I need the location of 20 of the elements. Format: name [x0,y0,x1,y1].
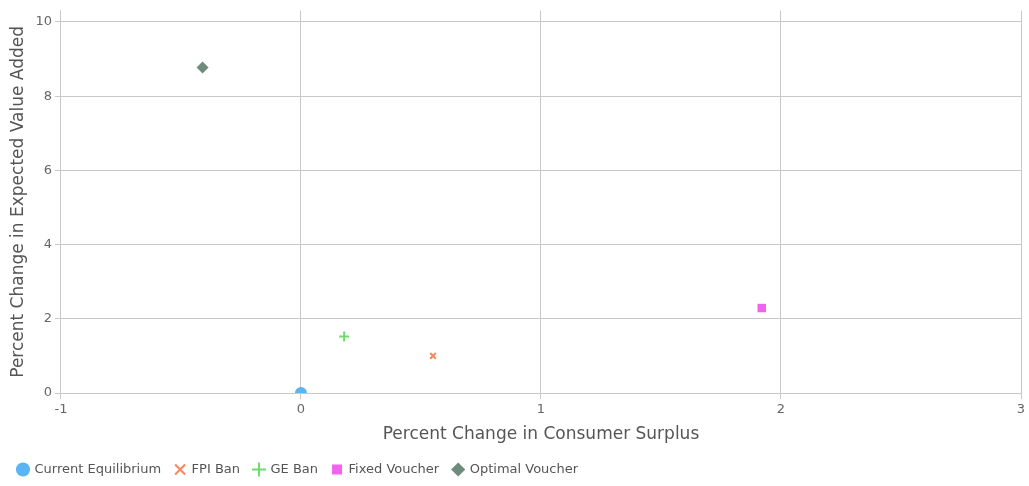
point [196,61,209,74]
legend-label: Optimal Voucher [469,460,579,476]
legend-label: GE Ban [270,460,319,476]
y-tick-label: 2 [43,310,52,326]
y-tick-label: 6 [43,161,52,177]
y-tick-label: 8 [43,87,52,103]
x-tick-label: 2 [776,401,786,417]
y-tick-label: 0 [43,384,52,400]
legend-label: FPI Ban [191,460,241,476]
y-axis-title: Percent Change in Expected Value Added [6,26,27,378]
y-tick-label: 4 [43,235,52,251]
legend-label: Current Equilibrium [34,460,162,476]
x-tick-label: 1 [536,401,546,417]
x-tick-label: 3 [1016,401,1026,417]
x-tick-label: 0 [296,401,306,417]
legend-label: Fixed Voucher [348,460,440,476]
x-tick-label: -1 [54,401,68,417]
y-tick-label: 10 [35,13,52,29]
x-axis-title: Percent Change in Consumer Surplus [382,423,700,444]
point [338,330,351,343]
